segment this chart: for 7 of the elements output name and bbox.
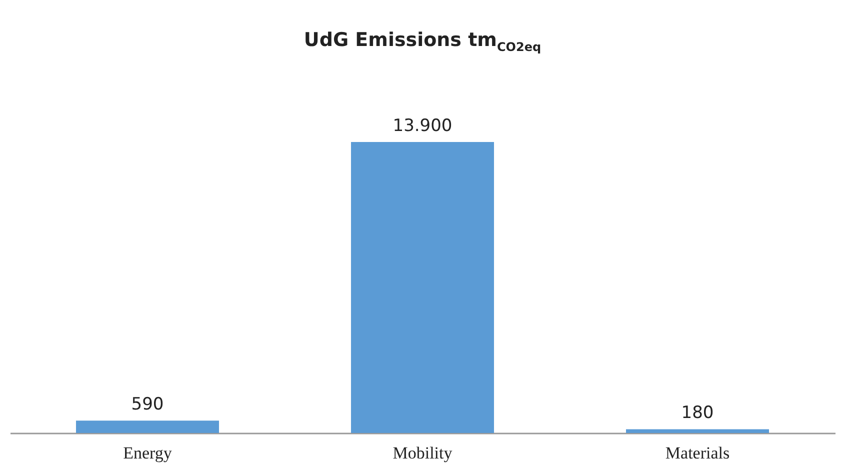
data-label: 590: [131, 394, 164, 415]
x-tick-label: Mobility: [392, 444, 453, 462]
x-tick-label: Materials: [665, 444, 730, 462]
chart-title: UdG Emissions tm$_{CO2eq}$: [302, 28, 542, 56]
data-label: 13.900: [392, 116, 452, 136]
x-tick-label: Energy: [123, 444, 172, 462]
data-label: 180: [681, 403, 714, 424]
